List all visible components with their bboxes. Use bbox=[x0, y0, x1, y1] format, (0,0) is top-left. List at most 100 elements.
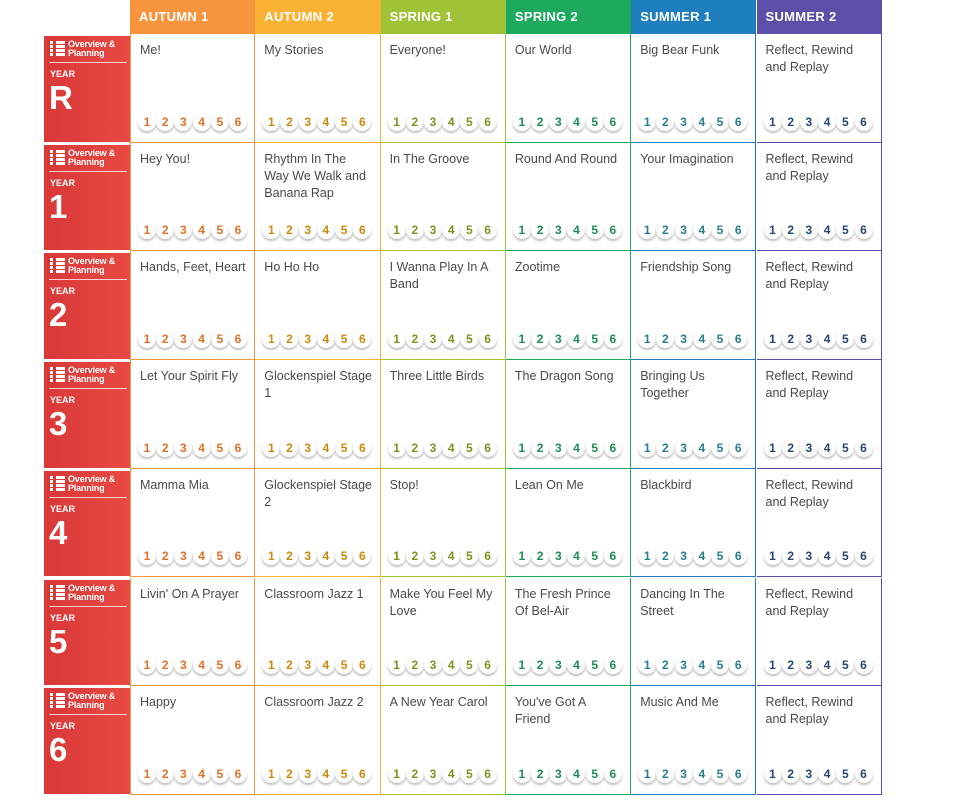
lesson-step-button[interactable]: 4 bbox=[316, 330, 335, 349]
lesson-step-button[interactable]: 3 bbox=[799, 221, 818, 240]
unit-title[interactable]: Ho Ho Ho bbox=[264, 260, 320, 275]
unit-title[interactable]: Glockenspiel Stage 2 bbox=[264, 477, 372, 509]
lesson-step-button[interactable]: 3 bbox=[174, 330, 193, 349]
unit-title[interactable]: Reflect, Rewind and Replay bbox=[765, 151, 854, 183]
unit-cell[interactable]: Blackbird 1 2 3 4 5 6 bbox=[631, 468, 757, 578]
lesson-step-button[interactable]: 1 bbox=[387, 656, 406, 675]
lesson-step-button[interactable]: 6 bbox=[603, 112, 622, 131]
lesson-step-button[interactable]: 6 bbox=[854, 656, 873, 675]
lesson-step-button[interactable]: 3 bbox=[174, 221, 193, 240]
lesson-step-button[interactable]: 6 bbox=[353, 112, 372, 131]
lesson-step-button[interactable]: 1 bbox=[638, 656, 657, 675]
lesson-step-button[interactable]: 3 bbox=[549, 112, 568, 131]
lesson-step-button[interactable]: 5 bbox=[836, 547, 855, 566]
lesson-step-button[interactable]: 6 bbox=[603, 656, 622, 675]
lesson-step-button[interactable]: 4 bbox=[692, 438, 711, 457]
lesson-step-button[interactable]: 6 bbox=[478, 656, 497, 675]
overview-planning-link[interactable]: Overview & Planning bbox=[49, 147, 127, 172]
lesson-step-button[interactable]: 1 bbox=[763, 547, 782, 566]
lesson-step-button[interactable]: 4 bbox=[316, 112, 335, 131]
lesson-step-button[interactable]: 3 bbox=[674, 547, 693, 566]
lesson-step-button[interactable]: 6 bbox=[353, 656, 372, 675]
unit-cell[interactable]: You've Got A Friend 1 2 3 4 5 6 bbox=[505, 686, 632, 795]
lesson-step-button[interactable]: 4 bbox=[818, 112, 837, 131]
unit-cell[interactable]: Dancing In The Street 1 2 3 4 5 6 bbox=[631, 577, 757, 687]
lesson-step-button[interactable]: 5 bbox=[460, 221, 479, 240]
lesson-step-button[interactable]: 2 bbox=[656, 330, 675, 349]
lesson-step-button[interactable]: 4 bbox=[192, 547, 211, 566]
unit-title[interactable]: Livin' On A Prayer bbox=[140, 586, 239, 601]
lesson-step-button[interactable]: 5 bbox=[836, 112, 855, 131]
lesson-step-button[interactable]: 2 bbox=[280, 221, 299, 240]
unit-title[interactable]: Glockenspiel Stage 1 bbox=[264, 369, 372, 401]
lesson-step-button[interactable]: 3 bbox=[174, 656, 193, 675]
lesson-step-button[interactable]: 3 bbox=[423, 656, 442, 675]
lesson-step-button[interactable]: 6 bbox=[229, 330, 247, 349]
overview-planning-link[interactable]: Overview & Planning bbox=[49, 255, 127, 281]
unit-title[interactable]: Make You Feel My Love bbox=[389, 586, 493, 618]
unit-title[interactable]: Friendship Song bbox=[640, 260, 732, 275]
lesson-step-button[interactable]: 1 bbox=[512, 112, 531, 131]
lesson-step-button[interactable]: 1 bbox=[387, 764, 406, 783]
overview-planning-link[interactable]: Overview & Planning bbox=[49, 364, 127, 390]
lesson-step-button[interactable]: 4 bbox=[442, 764, 461, 783]
unit-cell[interactable]: Reflect, Rewind and Replay 1 2 3 4 5 6 bbox=[756, 251, 882, 361]
lesson-step-button[interactable]: 6 bbox=[478, 764, 497, 783]
lesson-step-button[interactable]: 4 bbox=[442, 221, 461, 240]
lesson-step-button[interactable]: 6 bbox=[603, 330, 622, 349]
lesson-step-button[interactable]: 6 bbox=[353, 438, 372, 457]
lesson-step-button[interactable]: 4 bbox=[692, 330, 711, 349]
lesson-step-button[interactable]: 3 bbox=[174, 112, 193, 131]
lesson-step-button[interactable]: 2 bbox=[405, 656, 424, 675]
unit-title[interactable]: Reflect, Rewind and Replay bbox=[765, 260, 854, 292]
lesson-step-button[interactable]: 4 bbox=[316, 547, 335, 566]
lesson-step-button[interactable]: 3 bbox=[799, 112, 818, 131]
lesson-step-button[interactable]: 4 bbox=[192, 330, 211, 349]
lesson-step-button[interactable]: 5 bbox=[585, 112, 604, 131]
unit-title[interactable]: Classroom Jazz 2 bbox=[264, 695, 364, 710]
lesson-step-button[interactable]: 3 bbox=[423, 438, 442, 457]
lesson-step-button[interactable]: 2 bbox=[531, 438, 550, 457]
lesson-step-button[interactable]: 5 bbox=[585, 330, 604, 349]
lesson-step-button[interactable]: 6 bbox=[729, 112, 748, 131]
lesson-step-button[interactable]: 4 bbox=[818, 221, 837, 240]
lesson-step-button[interactable]: 2 bbox=[280, 547, 299, 566]
unit-title[interactable]: You've Got A Friend bbox=[514, 695, 586, 727]
lesson-step-button[interactable]: 5 bbox=[585, 764, 604, 783]
lesson-step-button[interactable]: 1 bbox=[512, 656, 531, 675]
lesson-step-button[interactable]: 1 bbox=[262, 656, 281, 675]
lesson-step-button[interactable]: 1 bbox=[638, 438, 657, 457]
lesson-step-button[interactable]: 1 bbox=[262, 764, 281, 783]
lesson-step-button[interactable]: 4 bbox=[192, 112, 211, 131]
lesson-step-button[interactable]: 1 bbox=[138, 438, 156, 457]
lesson-step-button[interactable]: 3 bbox=[799, 764, 818, 783]
lesson-step-button[interactable]: 2 bbox=[405, 547, 424, 566]
unit-title[interactable]: Reflect, Rewind and Replay bbox=[765, 43, 854, 74]
lesson-step-button[interactable]: 6 bbox=[729, 656, 748, 675]
unit-cell[interactable]: Hands, Feet, Heart 1 2 3 4 5 6 bbox=[130, 251, 256, 361]
unit-cell[interactable]: A New Year Carol 1 2 3 4 5 6 bbox=[380, 686, 506, 795]
unit-cell[interactable]: Make You Feel My Love 1 2 3 4 5 6 bbox=[380, 577, 506, 687]
lesson-step-button[interactable]: 4 bbox=[692, 112, 711, 131]
lesson-step-button[interactable]: 3 bbox=[174, 438, 193, 457]
lesson-step-button[interactable]: 3 bbox=[298, 656, 317, 675]
lesson-step-button[interactable]: 2 bbox=[781, 112, 800, 131]
lesson-step-button[interactable]: 1 bbox=[763, 221, 782, 240]
lesson-step-button[interactable]: 1 bbox=[262, 221, 281, 240]
lesson-step-button[interactable]: 6 bbox=[229, 656, 247, 675]
lesson-step-button[interactable]: 3 bbox=[549, 330, 568, 349]
lesson-step-button[interactable]: 3 bbox=[423, 112, 442, 131]
lesson-step-button[interactable]: 4 bbox=[316, 764, 335, 783]
lesson-step-button[interactable]: 6 bbox=[353, 330, 372, 349]
lesson-step-button[interactable]: 6 bbox=[478, 330, 497, 349]
unit-cell[interactable]: Reflect, Rewind and Replay 1 2 3 4 5 6 bbox=[756, 468, 882, 578]
unit-cell[interactable]: Hey You! 1 2 3 4 5 6 bbox=[130, 142, 256, 252]
unit-title[interactable]: Our World bbox=[514, 43, 572, 57]
unit-cell[interactable]: Round And Round 1 2 3 4 5 6 bbox=[505, 142, 632, 252]
unit-cell[interactable]: Three Little Birds 1 2 3 4 5 6 bbox=[380, 360, 506, 469]
unit-cell[interactable]: Your Imagination 1 2 3 4 5 6 bbox=[631, 142, 757, 252]
lesson-step-button[interactable]: 3 bbox=[298, 330, 317, 349]
lesson-step-button[interactable]: 5 bbox=[836, 330, 855, 349]
